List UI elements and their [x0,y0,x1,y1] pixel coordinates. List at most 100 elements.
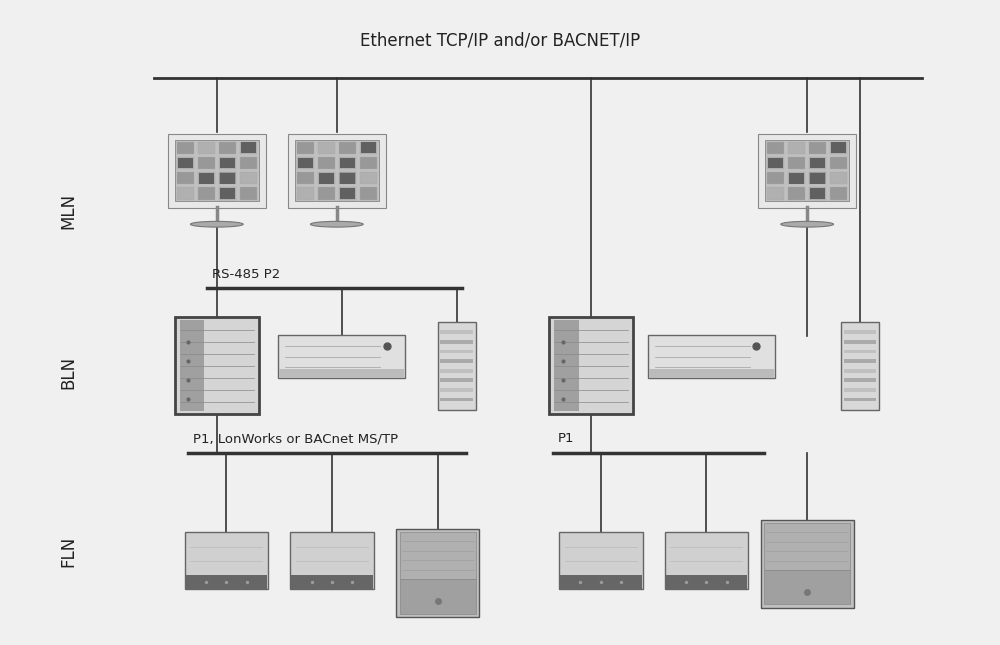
Bar [219,172,236,184]
Bar [295,140,379,201]
Text: RS-485 P2: RS-485 P2 [212,268,280,281]
Bar [809,188,826,200]
Bar [440,379,473,382]
Text: P1, LonWorks or BACnet MS/TP: P1, LonWorks or BACnet MS/TP [193,432,398,445]
Bar [198,157,215,169]
Bar [339,188,356,200]
Bar [560,575,642,589]
Text: MLN: MLN [59,193,77,229]
Text: P1: P1 [558,432,574,445]
Bar [440,398,473,401]
Bar [767,157,784,169]
Bar [360,172,377,184]
Bar [297,172,314,184]
Bar [319,173,334,184]
FancyBboxPatch shape [549,317,633,415]
Bar [297,141,314,154]
Bar [810,157,825,168]
Bar [767,188,784,200]
Bar [180,321,204,412]
Bar [788,157,805,169]
Bar [440,388,473,392]
Bar [844,340,876,344]
Bar [297,157,314,169]
Bar [177,172,194,184]
Bar [788,188,805,200]
Bar [361,143,376,153]
Bar [440,350,473,353]
Bar [844,369,876,373]
FancyBboxPatch shape [396,530,479,617]
Bar [649,369,774,377]
Bar [339,172,356,184]
Bar [844,398,876,401]
Bar [844,330,876,334]
Bar [241,143,256,153]
FancyBboxPatch shape [438,322,476,410]
Bar [831,143,846,153]
Bar [220,188,235,199]
Bar [220,157,235,168]
FancyBboxPatch shape [175,317,259,415]
Bar [789,173,804,184]
Bar [318,157,335,169]
Bar [809,141,826,154]
FancyBboxPatch shape [185,532,268,590]
Bar [297,188,314,200]
Bar [318,141,335,154]
Bar [177,141,194,154]
Bar [340,173,355,184]
Bar [666,575,747,589]
Bar [339,141,356,154]
Bar [339,157,356,169]
Bar [220,173,235,184]
Bar [440,340,473,344]
FancyBboxPatch shape [559,532,643,590]
Ellipse shape [310,221,363,227]
Bar [219,157,236,169]
Bar [360,157,377,169]
FancyBboxPatch shape [288,134,386,208]
FancyBboxPatch shape [290,532,374,590]
Bar [240,172,257,184]
Bar [177,157,194,169]
Bar [765,140,849,201]
Bar [175,140,259,201]
FancyBboxPatch shape [168,134,266,208]
Bar [767,141,784,154]
Bar [440,359,473,363]
Bar [360,188,377,200]
Bar [440,369,473,373]
Bar [788,172,805,184]
Bar [844,388,876,392]
Bar [767,172,784,184]
Bar [240,141,257,154]
Bar [340,157,355,168]
Bar [240,157,257,169]
Bar [177,188,194,200]
Ellipse shape [190,221,243,227]
Bar [764,570,850,604]
Bar [198,188,215,200]
Bar [219,188,236,200]
FancyBboxPatch shape [841,322,879,410]
Bar [830,157,847,169]
Bar [291,575,373,589]
Bar [809,172,826,184]
Bar [318,172,335,184]
Bar [400,579,476,613]
Bar [199,173,214,184]
Bar [764,522,850,570]
Text: BLN: BLN [59,355,77,388]
Bar [830,188,847,200]
Bar [400,531,476,579]
Bar [318,188,335,200]
Bar [178,157,193,168]
FancyBboxPatch shape [665,532,748,590]
FancyBboxPatch shape [758,134,856,208]
Bar [440,330,473,334]
Bar [360,141,377,154]
Bar [809,157,826,169]
Bar [279,369,404,377]
Bar [844,359,876,363]
